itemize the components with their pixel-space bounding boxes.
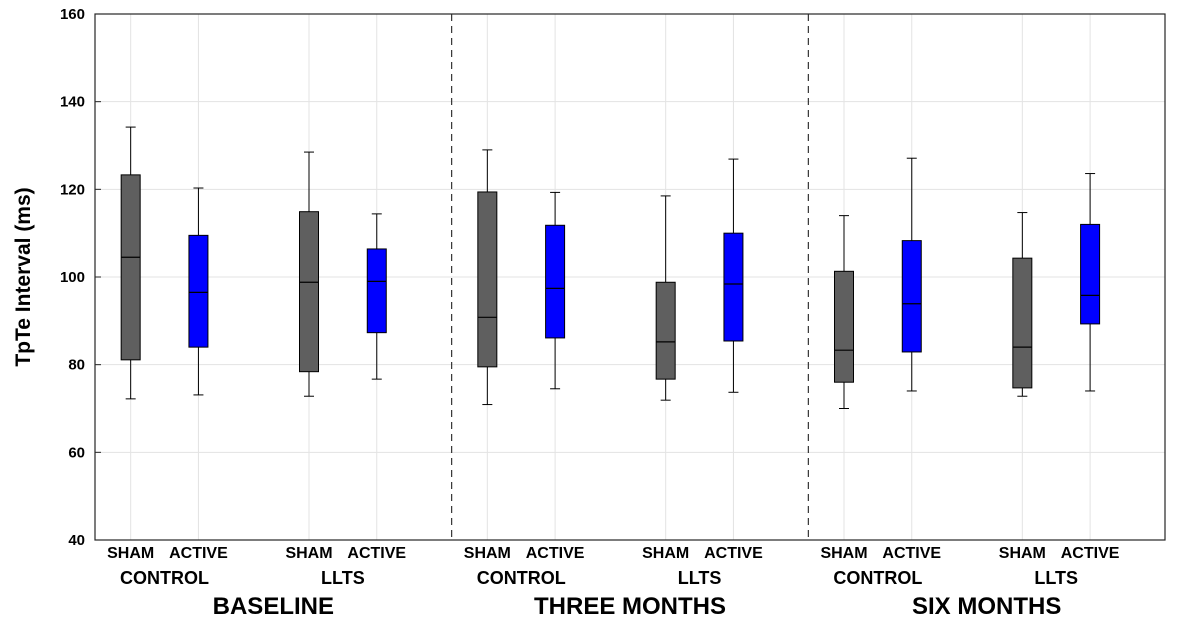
box-iqr <box>655 281 676 380</box>
x-tick-label: ACTIVE <box>882 545 941 562</box>
box-iqr <box>723 232 744 342</box>
box-iqr <box>545 224 566 339</box>
x-tick-label: SHAM <box>999 545 1046 562</box>
period-label: BASELINE <box>213 593 334 620</box>
box-active <box>901 157 922 392</box>
group-label: LLTS <box>678 568 722 588</box>
x-tick-label: ACTIVE <box>347 545 406 562</box>
y-axis-label: TpTe Interval (ms) <box>12 187 35 366</box>
x-tick-label: SHAM <box>820 545 867 562</box>
y-tick-label: 120 <box>60 181 85 198</box>
box-iqr <box>834 270 854 383</box>
box-iqr <box>1012 257 1033 389</box>
y-tick-label: 140 <box>60 94 85 111</box>
box-sham <box>477 149 498 406</box>
box-active <box>366 213 387 380</box>
box-sham <box>655 195 676 401</box>
group-label: CONTROL <box>120 568 209 588</box>
group-label: CONTROL <box>477 568 566 588</box>
box-iqr <box>366 248 387 334</box>
x-tick-label: ACTIVE <box>169 545 228 562</box>
x-tick-label: SHAM <box>642 545 689 562</box>
period-dividers <box>451 14 809 540</box>
grid-layer <box>95 13 1165 541</box>
box-iqr <box>1080 223 1101 325</box>
box-active <box>545 191 566 390</box>
box-iqr <box>299 211 319 373</box>
y-tick-label: 160 <box>60 6 85 23</box>
x-tick-label: ACTIVE <box>1061 545 1120 562</box>
x-tick-label: SHAM <box>464 545 511 562</box>
y-tick-label: 100 <box>60 269 85 286</box>
period-label: THREE MONTHS <box>534 593 726 620</box>
box-iqr <box>188 234 209 348</box>
box-sham <box>1012 212 1033 397</box>
y-tick-label: 40 <box>68 532 85 549</box>
x-tick-label: ACTIVE <box>704 545 763 562</box>
box-sham <box>299 151 319 397</box>
box-active <box>1080 173 1101 392</box>
period-label: SIX MONTHS <box>912 593 1061 620</box>
y-tick-label: 60 <box>68 444 85 461</box>
box-active <box>188 187 209 396</box>
x-tick-label: SHAM <box>285 545 332 562</box>
x-tick-label: ACTIVE <box>526 545 585 562</box>
x-tick-label: SHAM <box>107 545 154 562</box>
group-label: LLTS <box>321 568 365 588</box>
box-sham <box>120 126 141 400</box>
group-label: LLTS <box>1034 568 1078 588</box>
x-axis-labels: SHAM ACTIVE SHAM ACTIVE SHAM ACTIVE SHAM ACTIVE… <box>107 545 1120 620</box>
box-iqr <box>901 240 922 353</box>
box-iqr <box>477 191 498 368</box>
box-sham <box>834 215 854 409</box>
box-iqr <box>120 174 141 361</box>
box-active <box>723 158 744 393</box>
box-layer <box>120 126 1101 409</box>
group-label: CONTROL <box>833 568 922 588</box>
y-axis-ticks: 40 60 80 100 120 140 160 <box>60 6 101 549</box>
y-tick-label: 80 <box>68 357 85 374</box>
